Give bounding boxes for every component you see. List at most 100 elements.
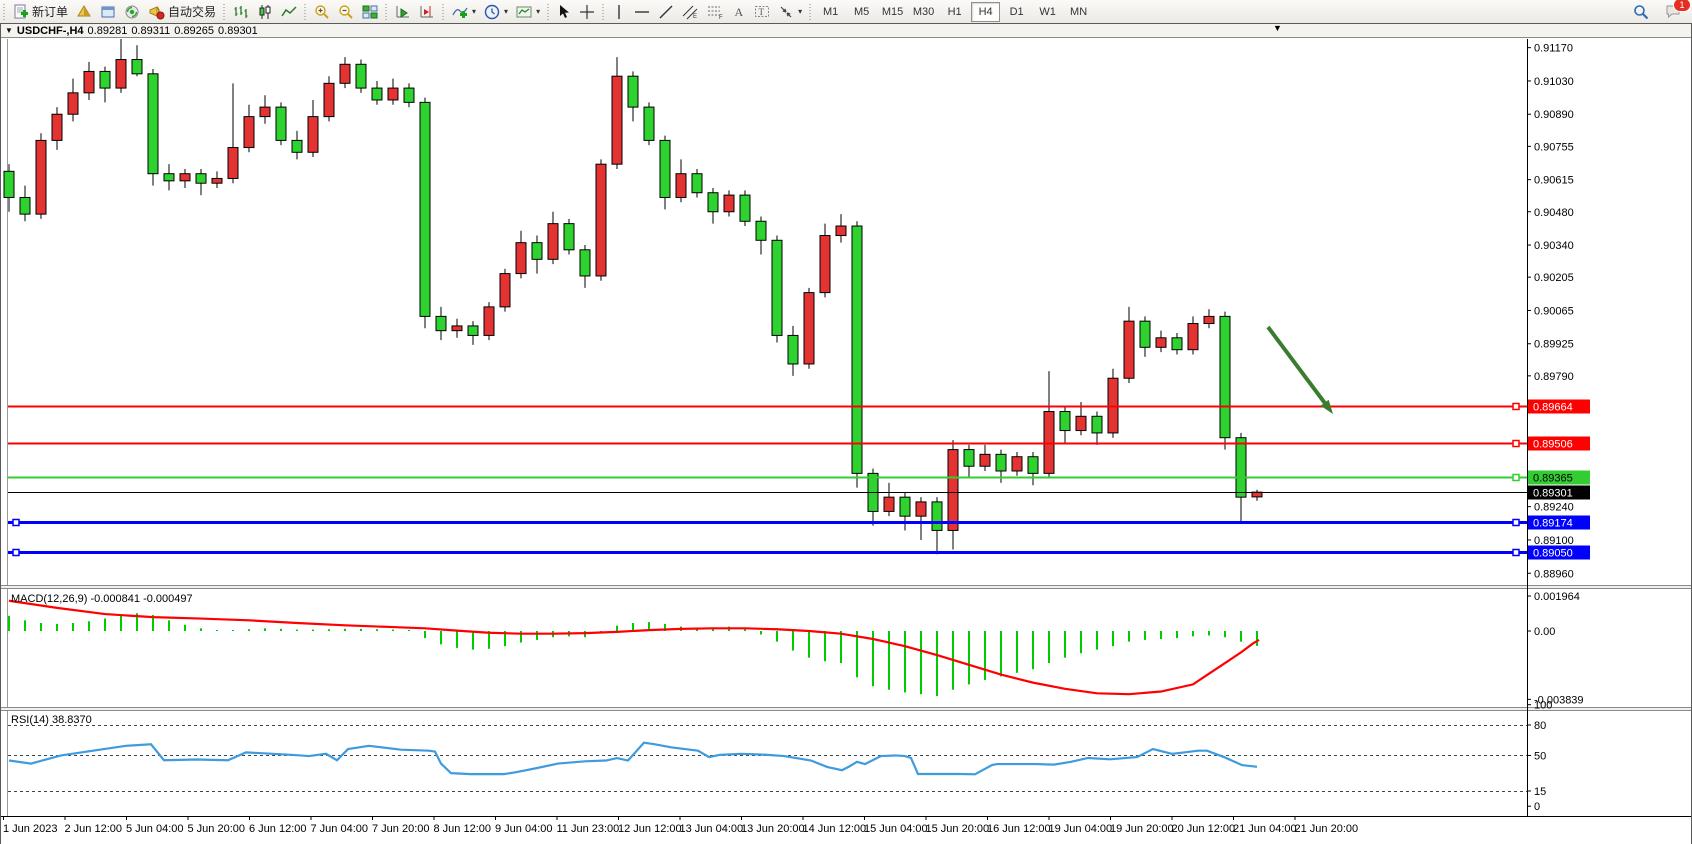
horizontal-line-icon bbox=[635, 10, 650, 13]
channel-icon: E bbox=[682, 5, 698, 20]
time-tick-label: 11 Jun 23:00 bbox=[557, 823, 620, 835]
time-tick-label: 20 Jun 12:00 bbox=[1172, 823, 1236, 835]
time-tick-label: 7 Jun 20:00 bbox=[372, 823, 430, 835]
hline-handle[interactable] bbox=[1512, 402, 1520, 411]
candle-body bbox=[499, 273, 511, 308]
candle-body bbox=[579, 249, 591, 277]
macd-signal-line bbox=[8, 599, 1260, 696]
hline-handle[interactable] bbox=[1512, 548, 1520, 557]
toolbar-grip bbox=[384, 3, 390, 20]
search-button[interactable] bbox=[1629, 1, 1653, 23]
templates-button[interactable]: ▾ bbox=[512, 1, 544, 23]
candle-body bbox=[1139, 320, 1151, 348]
market-watch-button[interactable] bbox=[96, 1, 120, 23]
indicators-button[interactable]: ▾ bbox=[448, 1, 480, 23]
notifications-button[interactable]: 1 bbox=[1661, 0, 1691, 23]
candle-body bbox=[355, 63, 367, 89]
price-tick-label: 0.90615 bbox=[1534, 175, 1574, 187]
chart-shift-button[interactable] bbox=[415, 1, 439, 23]
price-badge bbox=[1528, 399, 1590, 414]
zoom-in-button[interactable] bbox=[310, 1, 334, 23]
timeframe-m30-button[interactable]: M30 bbox=[912, 5, 935, 18]
hline-handle[interactable] bbox=[1512, 439, 1520, 448]
candlestick-chart-button[interactable] bbox=[253, 1, 277, 23]
candle-body bbox=[675, 173, 687, 198]
time-tick-label: 15 Jun 04:00 bbox=[864, 823, 928, 835]
chevron-down-icon: ▾ bbox=[472, 7, 477, 16]
line-chart-button[interactable] bbox=[277, 1, 301, 23]
candle-body bbox=[227, 147, 239, 179]
periods-button[interactable]: ▾ bbox=[480, 1, 512, 23]
auto-trading-button[interactable]: 自动交易 bbox=[144, 1, 220, 23]
timeframe-w1-button[interactable]: W1 bbox=[1039, 5, 1056, 18]
candle-body bbox=[19, 196, 31, 215]
timeframe-h4-button[interactable]: H4 bbox=[971, 1, 1001, 22]
price-tick-label: 0.90755 bbox=[1534, 141, 1574, 153]
timeframe-m5-button[interactable]: M5 bbox=[853, 5, 870, 18]
candle-body bbox=[1123, 320, 1135, 379]
chart-canvas[interactable]: 0.89664 0.89506 0.89365 0.89301 0.89174 0.890… bbox=[1, 39, 1691, 843]
pane-separator[interactable] bbox=[1, 585, 1691, 589]
text-button[interactable]: A bbox=[728, 1, 750, 23]
arrows-button[interactable]: ▾ bbox=[774, 1, 806, 23]
chart-titlebar[interactable]: ▼ USDCHF-,H4 0.89281 0.89311 0.89265 0.8… bbox=[1, 23, 1691, 38]
rsi-tick-label: 100 bbox=[1534, 700, 1552, 712]
auto-scroll-button[interactable] bbox=[391, 1, 415, 23]
annotation-arrow-head[interactable] bbox=[1320, 399, 1333, 414]
candle-body bbox=[35, 139, 47, 215]
candle-body bbox=[163, 173, 175, 182]
cursor-button[interactable] bbox=[553, 1, 575, 23]
crosshair-button[interactable] bbox=[575, 1, 599, 23]
signals-button[interactable] bbox=[120, 1, 144, 23]
new-order-button[interactable]: 新订单 bbox=[9, 1, 72, 23]
notification-badge: 1 bbox=[1673, 0, 1691, 12]
horizontal-line-button[interactable] bbox=[630, 1, 654, 23]
price-tick-label: 0.91030 bbox=[1534, 76, 1574, 88]
candle-body bbox=[1043, 411, 1055, 474]
chart-window: ▼ USDCHF-,H4 0.89281 0.89311 0.89265 0.8… bbox=[0, 23, 1692, 844]
candle-body bbox=[307, 116, 319, 153]
timeframe-m15-button[interactable]: M15 bbox=[881, 5, 904, 18]
candle-body bbox=[387, 87, 399, 101]
chart-dropdown-icon[interactable]: ▼ bbox=[5, 26, 13, 35]
vertical-line-icon bbox=[618, 4, 620, 19]
candle-body bbox=[67, 92, 79, 115]
time-tick-label: 7 Jun 04:00 bbox=[311, 823, 369, 835]
hline-handle[interactable] bbox=[12, 518, 20, 527]
price-tick-label: 0.90890 bbox=[1534, 109, 1574, 121]
hline-handle[interactable] bbox=[12, 548, 20, 557]
annotation-arrow[interactable] bbox=[1266, 325, 1329, 408]
timeframe-h1-button[interactable]: H1 bbox=[947, 5, 962, 18]
price-tick-label: 0.89925 bbox=[1534, 339, 1574, 351]
chart-profile-button[interactable] bbox=[72, 1, 96, 23]
trendline-button[interactable] bbox=[654, 1, 678, 23]
text-a-icon: A bbox=[735, 5, 744, 19]
price-badge bbox=[1528, 515, 1590, 530]
hline-handle[interactable] bbox=[1512, 518, 1520, 527]
candle-body bbox=[947, 449, 959, 531]
candle-body bbox=[1235, 437, 1247, 498]
candle-body bbox=[515, 242, 527, 275]
bar-chart-button[interactable] bbox=[229, 1, 253, 23]
time-tick-label: 9 Jun 04:00 bbox=[495, 823, 553, 835]
pane-separator[interactable] bbox=[1, 707, 1691, 711]
price-badge bbox=[1528, 436, 1590, 451]
timeframe-m1-button[interactable]: M1 bbox=[822, 5, 839, 18]
chart-shift-marker[interactable]: ▼ bbox=[1273, 23, 1282, 33]
chevron-down-icon: ▾ bbox=[504, 7, 509, 16]
hline-handle[interactable] bbox=[1512, 473, 1520, 482]
clock-icon bbox=[484, 4, 500, 19]
candle-body bbox=[179, 173, 191, 182]
equidistant-channel-button[interactable]: E bbox=[678, 1, 703, 23]
rsi-tick-label: 80 bbox=[1534, 720, 1546, 732]
text-label-button[interactable]: T bbox=[750, 1, 774, 23]
tile-windows-button[interactable] bbox=[358, 1, 382, 23]
zoom-out-button[interactable] bbox=[334, 1, 358, 23]
candle-body bbox=[323, 82, 335, 118]
timeframe-d1-button[interactable]: D1 bbox=[1009, 5, 1024, 18]
timeframe-mn-button[interactable]: MN bbox=[1070, 5, 1088, 18]
candle-body bbox=[83, 70, 95, 94]
vertical-line-button[interactable] bbox=[608, 1, 630, 23]
candle-body bbox=[835, 225, 847, 237]
fibonacci-button[interactable]: F bbox=[703, 1, 728, 23]
